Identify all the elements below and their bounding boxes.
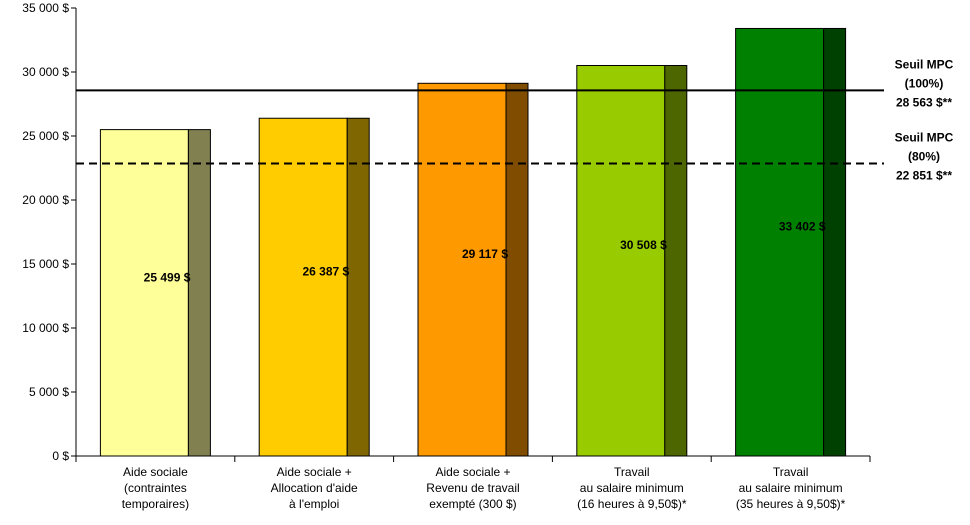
y-tick-label: 30 000 $ bbox=[22, 65, 69, 79]
bar-side bbox=[823, 27, 847, 457]
y-tick-label: 15 000 $ bbox=[22, 257, 69, 271]
threshold-label: (100%) bbox=[905, 76, 944, 90]
y-tick-label: 25 000 $ bbox=[22, 129, 69, 143]
threshold-label: Seuil MPC bbox=[895, 57, 954, 71]
bar-value-label: 30 508 $ bbox=[620, 238, 667, 252]
bar-side bbox=[346, 117, 370, 457]
y-tick-label: 0 $ bbox=[52, 449, 69, 463]
bar-value-label: 33 402 $ bbox=[779, 220, 826, 234]
bar-front bbox=[417, 82, 507, 457]
x-category-label: (16 heures à 9,50$)* bbox=[577, 497, 687, 511]
bar-side bbox=[664, 64, 688, 457]
x-category-label: Travail bbox=[773, 465, 809, 479]
x-category-label: (contraintes bbox=[124, 481, 187, 495]
x-category-label: à l'emploi bbox=[289, 497, 339, 511]
bar-front bbox=[576, 64, 666, 457]
bar-front bbox=[735, 27, 825, 457]
x-category-label: temporaires) bbox=[122, 497, 189, 511]
x-category-label: au salaire minimum bbox=[739, 481, 843, 495]
bar-value-label: 25 499 $ bbox=[144, 270, 191, 284]
y-tick-label: 20 000 $ bbox=[22, 193, 69, 207]
bar-side bbox=[505, 82, 529, 457]
threshold-label: 28 563 $** bbox=[896, 95, 952, 109]
x-category-label: Aide sociale bbox=[123, 465, 188, 479]
bar-side bbox=[187, 129, 211, 457]
x-category-label: au salaire minimum bbox=[580, 481, 684, 495]
threshold-label: Seuil MPC bbox=[895, 131, 954, 145]
bar-front bbox=[258, 117, 348, 457]
threshold-label: (80%) bbox=[908, 150, 940, 164]
x-category-label: Aide sociale + bbox=[435, 465, 510, 479]
threshold-label: 22 851 $** bbox=[896, 169, 952, 183]
y-tick-label: 5 000 $ bbox=[29, 385, 69, 399]
x-category-label: Travail bbox=[614, 465, 650, 479]
bar-front bbox=[99, 129, 189, 457]
y-tick-label: 10 000 $ bbox=[22, 321, 69, 335]
x-category-label: (35 heures à 9,50$)* bbox=[736, 497, 846, 511]
y-tick-label: 35 000 $ bbox=[22, 1, 69, 15]
x-category-label: Revenu de travail bbox=[426, 481, 519, 495]
bar-value-label: 26 387 $ bbox=[302, 265, 349, 279]
bar-value-label: 29 117 $ bbox=[462, 247, 508, 261]
x-category-label: Allocation d'aide bbox=[271, 481, 358, 495]
x-category-label: Aide sociale + bbox=[277, 465, 352, 479]
x-category-label: exempté (300 $) bbox=[429, 497, 516, 511]
